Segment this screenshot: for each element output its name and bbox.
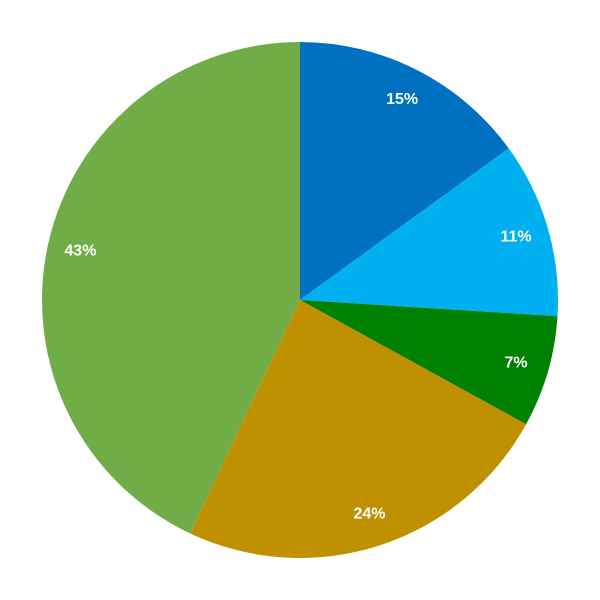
slices-layer: [41, 42, 558, 559]
slice-data-label-3: 7%: [505, 354, 528, 371]
pie-slice-2: [300, 148, 558, 317]
pie-slice-1: [300, 42, 509, 300]
slice-data-label-5: 43%: [64, 242, 96, 259]
pie-slice-3: [300, 300, 558, 425]
slice-data-label-2: 11%: [500, 229, 531, 246]
pie-slice-4: [190, 300, 527, 559]
slice-data-label-1: 15%: [386, 91, 418, 108]
pie-slice-5: [41, 42, 300, 534]
labels-layer: 15% 11% 7% 24% 43%: [64, 91, 531, 522]
slice-data-label-4: 24%: [354, 505, 386, 522]
